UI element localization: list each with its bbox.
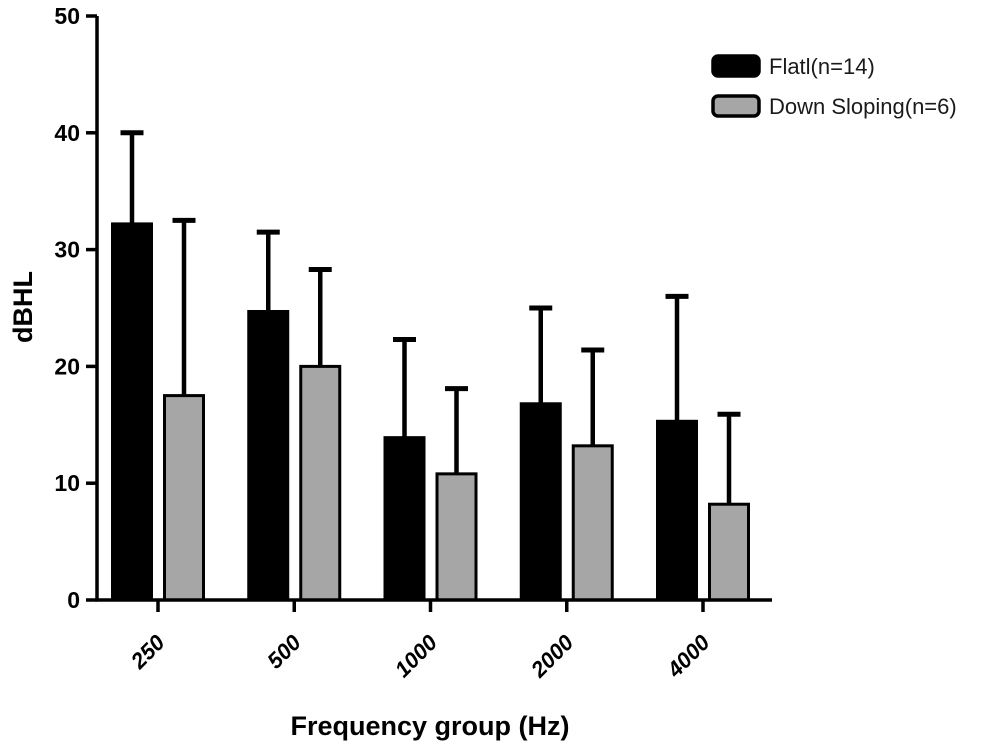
y-tick-label-40: 40 — [54, 120, 80, 146]
bar-Down Sloping(n=6)-1000 — [435, 472, 478, 602]
y-tick-label-0: 0 — [67, 587, 80, 613]
bar-Flatl(n=14)-500 — [247, 310, 290, 602]
bar-Down Sloping(n=6)-2000 — [571, 444, 614, 602]
legend-swatch-Down Sloping(n=6) — [711, 94, 761, 118]
bar-Down Sloping(n=6)-500 — [299, 364, 342, 602]
y-tick-label-20: 20 — [54, 353, 80, 379]
legend-swatch-Flatl(n=14) — [711, 54, 761, 78]
y-tick-label-10: 10 — [54, 470, 80, 496]
x-axis-title: Frequency group (Hz) — [290, 711, 569, 741]
y-tick-label-50: 50 — [54, 3, 80, 29]
bar-Flatl(n=14)-1000 — [383, 436, 426, 602]
bar-Down Sloping(n=6)-4000 — [708, 502, 750, 602]
legend-label-Down Sloping(n=6): Down Sloping(n=6) — [769, 94, 957, 119]
y-tick-label-30: 30 — [54, 237, 80, 263]
legend-label-Flatl(n=14): Flatl(n=14) — [769, 54, 875, 79]
bar-Down Sloping(n=6)-250 — [163, 394, 205, 602]
bar-Flatl(n=14)-4000 — [656, 419, 698, 602]
y-axis-title: dBHL — [8, 271, 38, 343]
bar-Flatl(n=14)-2000 — [519, 402, 562, 602]
bar-Flatl(n=14)-250 — [111, 222, 153, 602]
